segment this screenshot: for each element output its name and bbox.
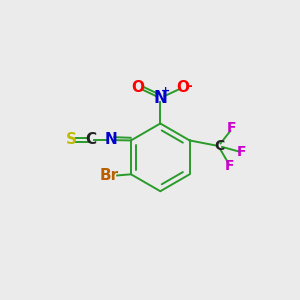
Text: O: O: [176, 80, 189, 95]
Text: N: N: [105, 132, 117, 147]
Text: F: F: [225, 159, 234, 173]
Text: -: -: [186, 79, 192, 93]
Text: S: S: [66, 132, 77, 147]
Text: +: +: [161, 86, 170, 96]
Text: Br: Br: [99, 168, 119, 183]
Text: N: N: [153, 89, 167, 107]
Text: F: F: [236, 145, 246, 159]
Text: C: C: [85, 132, 97, 147]
Text: C: C: [214, 139, 224, 153]
Text: O: O: [132, 80, 145, 95]
Text: F: F: [227, 121, 236, 135]
